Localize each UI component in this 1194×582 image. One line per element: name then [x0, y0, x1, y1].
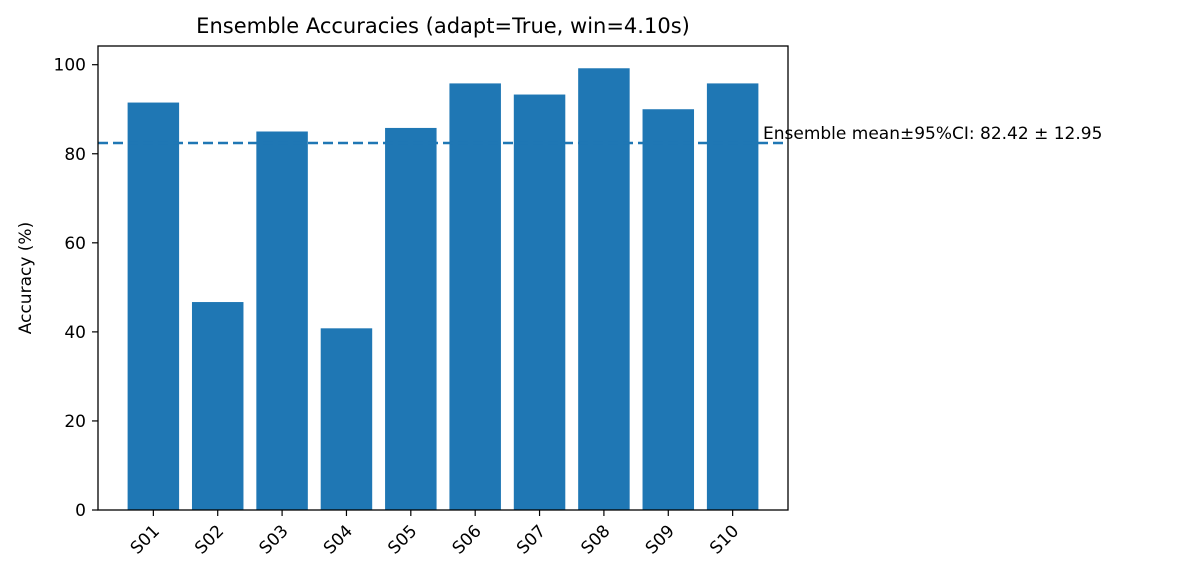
- bar-s03: [256, 131, 308, 510]
- y-tick-label: 60: [64, 234, 86, 254]
- bar-s08: [578, 68, 630, 510]
- x-tick-label: S06: [449, 521, 486, 558]
- y-tick-label: 80: [64, 145, 86, 165]
- reference-line-label: Ensemble mean±95%CI: 82.42 ± 12.95: [763, 124, 1102, 144]
- y-tick-label: 40: [64, 323, 86, 343]
- x-tick-label: S07: [513, 521, 550, 558]
- bar-s04: [320, 328, 373, 510]
- x-axis: S01 S02 S03 S04 S05 S06 S07 S08 S09 S10: [127, 510, 743, 558]
- y-axis-label: Accuracy (%): [16, 222, 36, 334]
- plot-frame: [97, 45, 789, 511]
- x-tick-label: S01: [127, 521, 164, 558]
- bar-s10: [706, 83, 759, 510]
- x-tick-label: S04: [320, 521, 357, 558]
- bar-s09: [642, 109, 695, 511]
- bar-s01: [127, 102, 180, 510]
- y-tick-label: 20: [64, 412, 86, 432]
- chart-title: Ensemble Accuracies (adapt=True, win=4.1…: [196, 14, 690, 38]
- x-tick-label: S03: [256, 521, 293, 558]
- bar-s05: [385, 127, 437, 510]
- x-tick-label: S02: [191, 521, 228, 558]
- bar-s07: [513, 94, 566, 511]
- bar-s02: [191, 302, 244, 510]
- x-tick-label: S10: [706, 521, 743, 558]
- y-tick-label: 100: [54, 56, 86, 76]
- bar-s06: [449, 83, 501, 510]
- x-tick-label: S08: [577, 521, 614, 558]
- y-tick-label: 0: [75, 501, 86, 521]
- y-axis: 0 20 40 60 80 100: [54, 56, 98, 521]
- x-tick-label: S09: [642, 521, 679, 558]
- x-tick-label: S05: [384, 521, 421, 558]
- bars-layer: [127, 68, 759, 511]
